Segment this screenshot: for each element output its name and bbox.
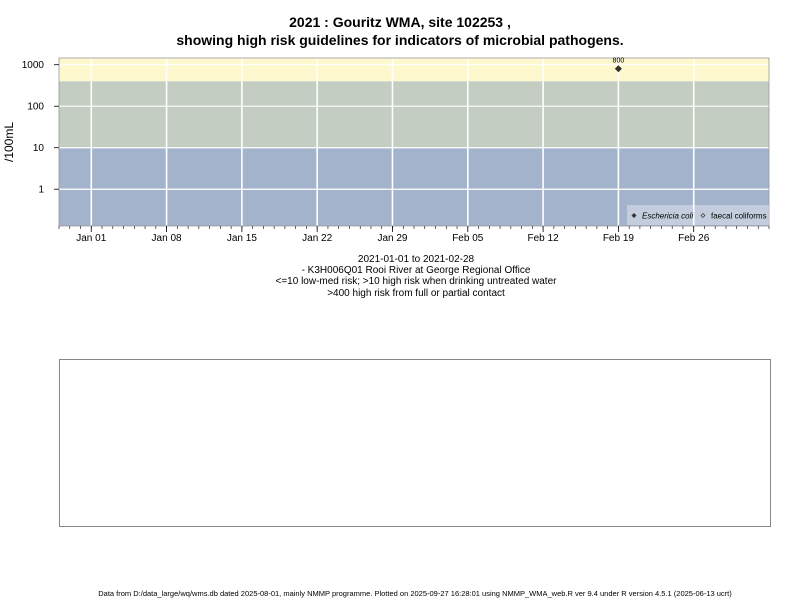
legend-label-1: faecal coliforms (711, 212, 767, 221)
x-tick-label-5: Feb 05 (452, 233, 484, 244)
y-tick-label-2: 100 (27, 102, 44, 113)
risk-band-2 (59, 58, 769, 82)
x-tick-label-6: Feb 12 (528, 233, 560, 244)
risk-band-0 (59, 147, 769, 226)
x-tick-label-0: Jan 01 (76, 233, 106, 244)
x-tick-label-8: Feb 26 (678, 233, 710, 244)
date-range-label: 2021-01-01 to 2021-02-28 (357, 254, 475, 265)
x-tick-label-1: Jan 08 (152, 233, 182, 244)
legend-marker-0 (631, 213, 637, 218)
data-label-0-0: 800 (613, 58, 625, 65)
legend-label-0: Eschericia coli (642, 212, 693, 221)
footer-note: Data from D:/data_large/wq/wms.db dated … (98, 589, 732, 598)
legend-box (627, 205, 769, 225)
y-tick-label-0: 1 (38, 185, 44, 196)
chart-title-line1: 2021 : Gouritz WMA, site 102253 , (289, 14, 511, 30)
chart-title-line2: showing high risk guidelines for indicat… (176, 32, 624, 48)
y-tick-label-3: 1000 (22, 60, 45, 71)
y-tick-label-1: 10 (33, 143, 45, 154)
site-label: - K3H006Q01 Rooi River at George Regiona… (301, 265, 531, 276)
data-point-0-0 (614, 65, 622, 73)
x-tick-label-7: Feb 19 (603, 233, 635, 244)
risk-band-1 (59, 81, 769, 148)
legend-marker-1 (700, 213, 706, 218)
x-tick-label-4: Jan 29 (377, 233, 407, 244)
empty-plot-panel (59, 359, 771, 527)
y-axis-label: /100mL (2, 122, 16, 162)
risk-guideline-contact: >400 high risk from full or partial cont… (327, 288, 505, 299)
risk-guideline-drinking: <=10 low-med risk; >10 high risk when dr… (275, 276, 557, 287)
x-tick-label-2: Jan 15 (227, 233, 257, 244)
x-tick-label-3: Jan 22 (302, 233, 332, 244)
